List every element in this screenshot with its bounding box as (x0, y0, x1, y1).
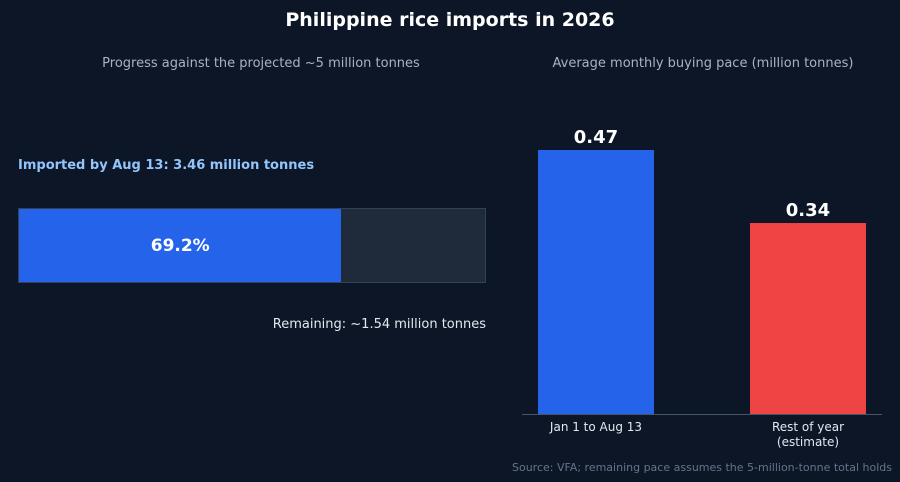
pace-subtitle: Average monthly buying pace (million ton… (552, 56, 854, 71)
chart-title: Philippine rice imports in 2026 (285, 9, 615, 31)
imported-label: Imported by Aug 13: 3.46 million tonnes (18, 158, 315, 173)
x-tick-label-1-1: (estimate) (777, 435, 839, 449)
bar-0 (538, 150, 654, 414)
x-tick-label-0-0: Jan 1 to Aug 13 (549, 420, 642, 434)
x-tick-label-1-0: Rest of year (772, 420, 844, 434)
bar-1 (750, 223, 866, 414)
remaining-label: Remaining: ~1.54 million tonnes (272, 317, 486, 332)
progress-subtitle: Progress against the projected ~5 millio… (102, 56, 420, 71)
progress-percent-label: 69.2% (150, 235, 210, 256)
progress-fill (19, 209, 342, 282)
bar-value-label-1: 0.34 (786, 200, 830, 221)
progress-track: 69.2% (18, 208, 486, 283)
bar-value-label-0: 0.47 (574, 127, 618, 148)
source-note: Source: VFA; remaining pace assumes the … (511, 461, 892, 474)
